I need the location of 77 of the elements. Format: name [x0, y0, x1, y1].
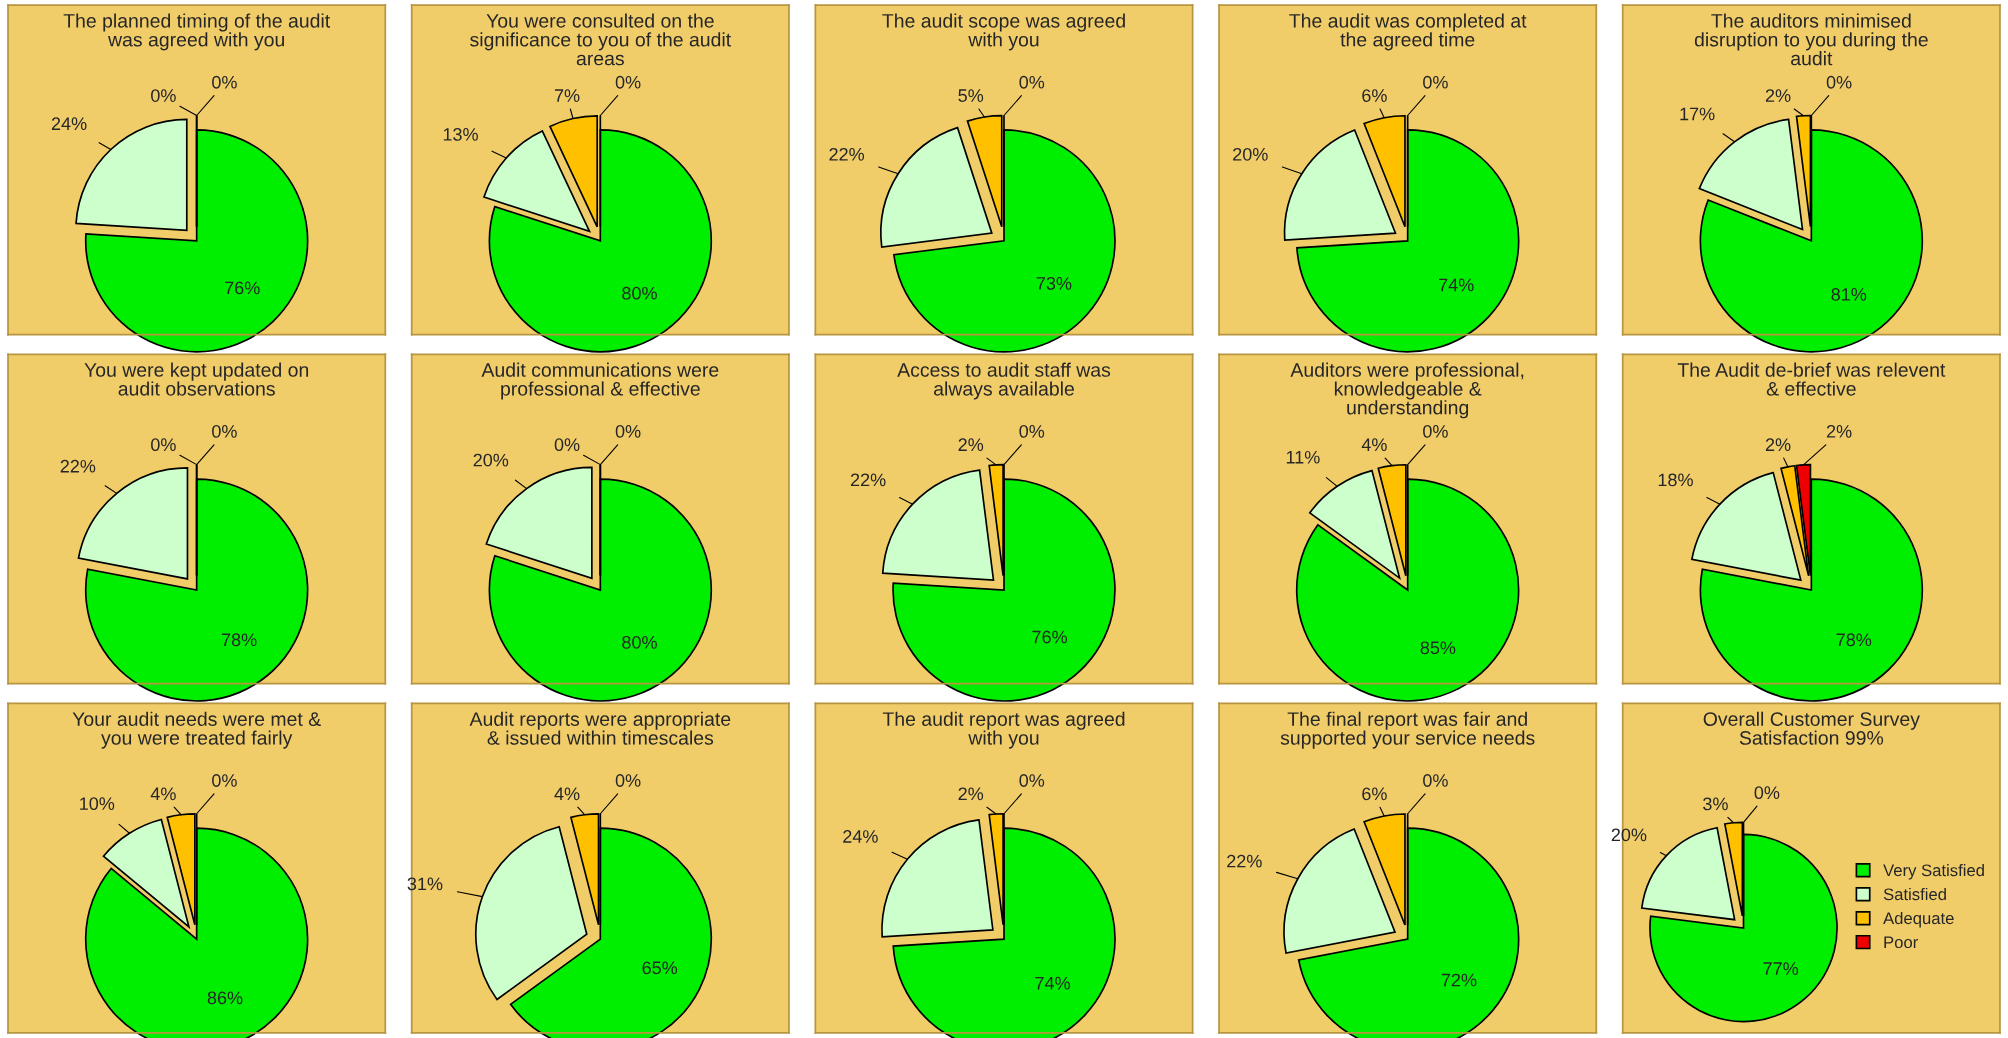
chart-title: Your audit needs were met & you were treated fairly — [72, 711, 321, 749]
chart-title: The audit report was agreed with you — [882, 711, 1125, 749]
data-label: 6% — [1362, 787, 1387, 801]
data-label: 2% — [1765, 438, 1791, 451]
chart-title: The auditors minimised disruption to you during the audit — [1694, 13, 1928, 66]
text: 0% — [212, 774, 237, 787]
data-label: 6% — [1362, 89, 1387, 102]
data-label: 80% — [622, 635, 657, 649]
chart-title: You were consulted on the significance to you of the audit areas — [470, 13, 731, 66]
data-label: 81% — [1831, 288, 1867, 301]
chart-title: Access to audit staff was always available — [897, 362, 1111, 400]
legend-label: Adequate — [1883, 911, 1954, 928]
data-label: 11% — [1286, 450, 1320, 464]
data-label: 20% — [1233, 147, 1268, 161]
data-label: 76% — [225, 281, 260, 295]
text: 0% — [151, 438, 176, 452]
data-label: 7% — [554, 89, 580, 102]
data-label: 22% — [829, 147, 865, 161]
data-label: 73% — [1036, 276, 1072, 290]
data-label: 13% — [443, 128, 478, 141]
text: 0% — [212, 75, 237, 89]
data-label: 72% — [1441, 973, 1477, 987]
text: 0% — [1423, 75, 1448, 89]
data-label: 18% — [1658, 473, 1693, 487]
text: 0% — [212, 424, 237, 438]
text: 0% — [615, 424, 641, 438]
data-label: 2% — [1826, 424, 1852, 438]
chart-title: Audit reports were appropriate & issued within timescales — [469, 711, 731, 745]
data-label: 3% — [1703, 797, 1728, 811]
text: 0% — [1423, 424, 1448, 438]
data-label: 85% — [1420, 641, 1456, 655]
text: 0% — [615, 75, 641, 89]
text: 0% — [1019, 774, 1045, 787]
text: 0% — [1754, 786, 1780, 800]
data-label: 80% — [622, 286, 657, 300]
data-label: 22% — [1227, 854, 1262, 868]
data-label: 2% — [958, 438, 984, 451]
chart-title: The audit scope was agreed with you — [882, 13, 1125, 51]
data-label: 2% — [958, 787, 984, 801]
data-label: 78% — [221, 633, 257, 647]
data-label: 65% — [642, 961, 678, 975]
data-label: 76% — [1032, 630, 1067, 644]
data-label: 4% — [1361, 438, 1387, 451]
text: 0% — [1019, 75, 1045, 89]
data-label: 74% — [1439, 278, 1474, 292]
chart-title: The planned timing of the audit was agreed with you — [63, 13, 331, 51]
text: 0% — [554, 438, 580, 452]
data-label: 22% — [850, 473, 886, 487]
chart-title: You were kept updated on audit observations — [84, 362, 309, 396]
chart-title: The audit was completed at the agreed time — [1289, 13, 1527, 51]
chart-title: The final report was fair and supported your service needs — [1280, 711, 1535, 749]
text: 0% — [151, 89, 176, 102]
data-label: 17% — [1680, 107, 1715, 121]
text: 0% — [615, 774, 641, 787]
data-label: 10% — [80, 797, 115, 811]
chart-title: Overall Customer Survey Satisfaction 99% — [1703, 711, 1920, 745]
legend-label: Satisfied — [1883, 887, 1946, 901]
data-label: 4% — [554, 787, 580, 801]
data-label: 2% — [1765, 89, 1791, 102]
chart-title: Audit communications were professional & effective — [481, 362, 719, 400]
legend-label: Very Satisfied — [1883, 863, 1984, 880]
chart-title: The Audit de-brief was relevent & effective — [1677, 362, 1946, 396]
text: 0% — [1423, 774, 1448, 787]
data-label: 77% — [1763, 962, 1799, 975]
data-label: 78% — [1836, 633, 1872, 647]
data-label: 4% — [150, 787, 176, 801]
data-label: 5% — [958, 89, 984, 102]
data-label: 20% — [473, 453, 509, 467]
data-label: 24% — [51, 117, 87, 130]
data-label: 86% — [207, 991, 243, 1005]
text: 0% — [1826, 75, 1852, 89]
chart-title: Auditors were professional, knowledgeable & understanding — [1290, 362, 1524, 419]
data-label: 74% — [1035, 976, 1070, 990]
data-label: 24% — [843, 830, 878, 843]
text: 0% — [1019, 424, 1045, 438]
data-label: 22% — [60, 459, 96, 473]
legend-label: Poor — [1884, 936, 1918, 949]
